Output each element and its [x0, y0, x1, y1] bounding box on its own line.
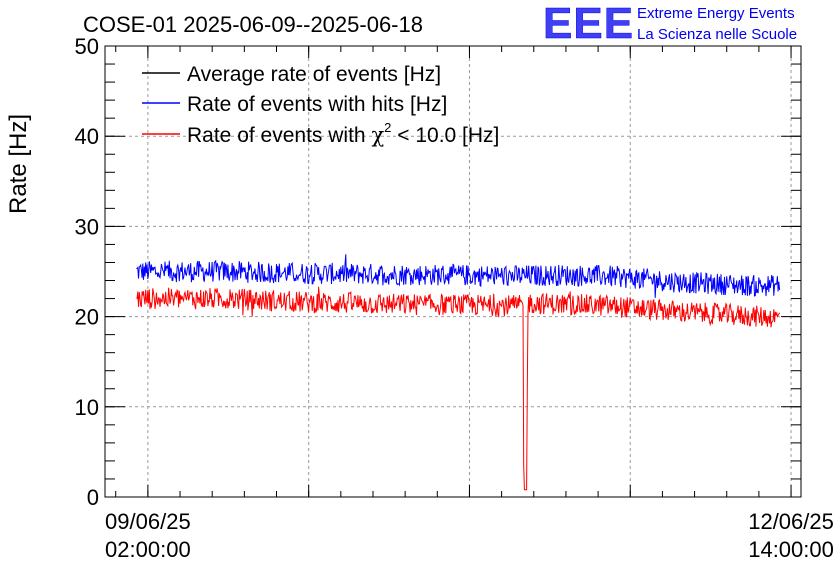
legend-label-hits: Rate of events with hits [Hz]: [187, 93, 447, 116]
chart-title: COSE-01 2025-06-09--2025-06-18: [83, 12, 423, 37]
x-tick-label-time: 14:00:00: [748, 537, 834, 562]
logo-eee-text: EEE: [543, 0, 634, 48]
x-axis-ticks: 09/06/25 02:00:00 12/06/25 14:00:00: [105, 46, 834, 562]
legend-chi2-symbol: χ: [371, 123, 384, 147]
y-tick-label: 0: [87, 485, 99, 510]
legend: Average rate of events [Hz] Rate of even…: [142, 63, 499, 147]
series-layer: [136, 254, 781, 491]
legend-chi2-suffix: < 10.0 [Hz]: [391, 124, 499, 147]
y-axis-label: Rate [Hz]: [5, 114, 32, 214]
y-tick-label: 50: [75, 34, 99, 59]
x-tick-label-date: 09/06/25: [105, 509, 191, 534]
legend-chi2-superscript: 2: [384, 120, 391, 135]
y-tick-label: 40: [75, 124, 99, 149]
legend-label-chi2: Rate of events with χ2 < 10.0 [Hz]: [187, 120, 499, 147]
series-line-2: [136, 286, 781, 491]
legend-label-average: Average rate of events [Hz]: [187, 63, 441, 86]
x-tick-label-time: 02:00:00: [105, 537, 191, 562]
series-line-1: [136, 254, 781, 298]
y-tick-label: 20: [75, 305, 99, 330]
y-tick-label: 30: [75, 214, 99, 239]
plot-frame: [104, 45, 802, 498]
y-axis-ticks: 0 10 20 30 40 50: [75, 34, 801, 510]
grid-layer: [105, 46, 801, 497]
x-tick-label-date: 12/06/25: [748, 509, 834, 534]
legend-chi2-prefix: Rate of events with: [187, 124, 371, 147]
y-tick-label: 10: [75, 395, 99, 420]
eee-logo: EEE Extreme Energy Events La Scienza nel…: [543, 0, 797, 48]
logo-line-1: Extreme Energy Events: [637, 5, 795, 22]
logo-line-2: La Scienza nelle Scuole: [637, 26, 797, 43]
